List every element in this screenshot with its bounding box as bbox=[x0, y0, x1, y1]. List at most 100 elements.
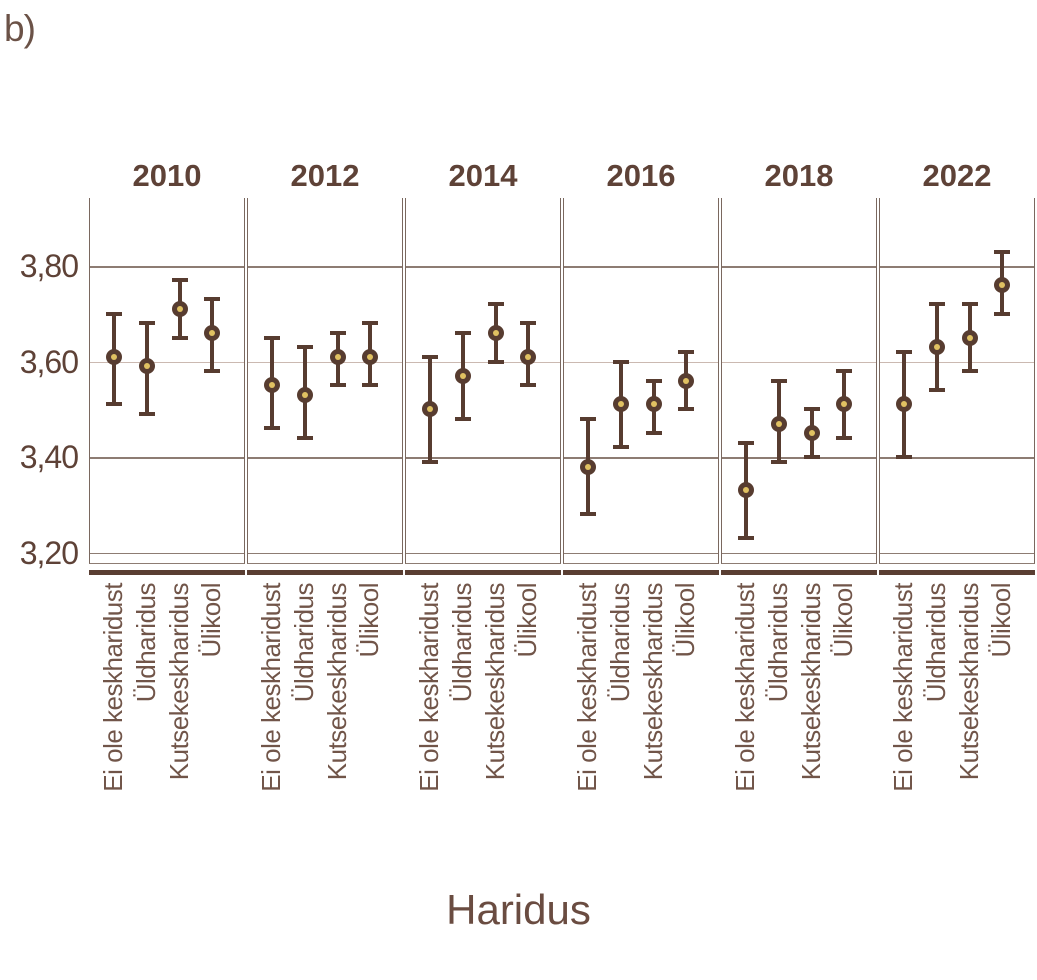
point-marker-center bbox=[617, 401, 624, 408]
panel-axis-bar bbox=[405, 570, 561, 575]
point-marker bbox=[204, 324, 221, 341]
error-bar-cap-bottom bbox=[961, 369, 978, 374]
panel-axis-bar bbox=[879, 570, 1035, 575]
category-label: Kutsekeskharidus bbox=[795, 583, 826, 781]
category-label: Kutsekeskharidus bbox=[637, 583, 668, 781]
gridline bbox=[880, 266, 1034, 268]
error-bar-cap-bottom bbox=[738, 536, 755, 541]
category-label: Kutsekeskharidus bbox=[321, 583, 352, 781]
error-bar-cap-bottom bbox=[171, 335, 188, 340]
point-marker bbox=[961, 329, 978, 346]
category-label: Ei ole keskharidust bbox=[572, 583, 603, 792]
panel-axis-bar bbox=[721, 570, 877, 575]
point-marker bbox=[171, 300, 188, 317]
panel bbox=[89, 198, 245, 564]
panel-title: 2010 bbox=[132, 158, 202, 193]
panel-title: 2014 bbox=[448, 158, 518, 193]
point-marker-center bbox=[999, 282, 1006, 289]
gridline bbox=[564, 552, 718, 554]
point-marker bbox=[362, 348, 379, 365]
error-bar-cap-bottom bbox=[362, 383, 379, 388]
point-marker-center bbox=[269, 382, 276, 389]
error-bar-cap-bottom bbox=[678, 407, 695, 412]
gridline bbox=[248, 552, 402, 554]
gridline bbox=[406, 266, 560, 268]
category-label: Ülikool bbox=[512, 583, 543, 658]
error-bar-cap-bottom bbox=[329, 383, 346, 388]
point-marker-center bbox=[111, 353, 118, 360]
error-bar-cap-top bbox=[994, 249, 1011, 254]
point-marker-center bbox=[334, 353, 341, 360]
error-bar-cap-top bbox=[106, 311, 123, 316]
point-marker bbox=[994, 277, 1011, 294]
point-marker-center bbox=[650, 401, 657, 408]
category-label: Üldharidus bbox=[604, 583, 635, 703]
x-axis-title: Haridus bbox=[446, 886, 591, 933]
category-label: Kutsekeskharidus bbox=[953, 583, 984, 781]
category-label: Ülikool bbox=[354, 583, 385, 658]
point-marker-center bbox=[966, 334, 973, 341]
point-marker-center bbox=[775, 420, 782, 427]
gridline bbox=[248, 457, 402, 459]
error-bar-cap-top bbox=[362, 321, 379, 326]
category-label: Üldharidus bbox=[920, 583, 951, 703]
gridline bbox=[90, 266, 244, 268]
error-bar-cap-top bbox=[678, 349, 695, 354]
point-marker-center bbox=[525, 353, 532, 360]
point-marker bbox=[487, 324, 504, 341]
category-label: Ei ole keskharidust bbox=[414, 583, 445, 792]
gridline bbox=[406, 457, 560, 459]
y-tick-label: 3,80 bbox=[19, 248, 79, 284]
point-marker-center bbox=[209, 329, 216, 336]
category-label: Kutsekeskharidus bbox=[163, 583, 194, 781]
point-marker-center bbox=[492, 329, 499, 336]
category-label: Ei ole keskharidust bbox=[98, 583, 129, 792]
point-marker bbox=[580, 458, 597, 475]
error-bar-cap-bottom bbox=[264, 426, 281, 431]
point-marker-center bbox=[367, 353, 374, 360]
error-bar-cap-bottom bbox=[580, 512, 597, 517]
panel-axis-bar bbox=[89, 570, 245, 575]
panel-title: 2018 bbox=[764, 158, 834, 193]
point-marker bbox=[612, 396, 629, 413]
point-marker bbox=[329, 348, 346, 365]
figure-label: b) bbox=[4, 8, 36, 49]
y-tick-label: 3,60 bbox=[19, 343, 79, 380]
panel-axis-bar bbox=[247, 570, 403, 575]
point-marker-center bbox=[901, 401, 908, 408]
error-bar-cap-top bbox=[896, 349, 913, 354]
point-marker-center bbox=[301, 391, 308, 398]
gridline bbox=[248, 361, 402, 363]
error-bar-cap-top bbox=[329, 330, 346, 335]
point-marker bbox=[678, 372, 695, 389]
error-bar-cap-bottom bbox=[836, 435, 853, 440]
error-bar-cap-bottom bbox=[487, 359, 504, 364]
error-bar-cap-top bbox=[645, 378, 662, 383]
error-bar-cap-top bbox=[454, 330, 471, 335]
error-bar-cap-bottom bbox=[803, 455, 820, 459]
panel-title: 2012 bbox=[290, 158, 360, 193]
category-label: Üldharidus bbox=[288, 583, 319, 703]
category-label: Üldharidus bbox=[130, 583, 161, 703]
point-marker-center bbox=[459, 372, 466, 379]
y-tick-label: 3,40 bbox=[19, 439, 79, 475]
panel bbox=[879, 198, 1035, 564]
category-label: Ei ole keskharidust bbox=[256, 583, 287, 792]
error-bar-cap-top bbox=[738, 440, 755, 445]
error-bar-cap-top bbox=[803, 407, 820, 412]
point-marker-center bbox=[143, 363, 150, 370]
point-marker-center bbox=[933, 344, 940, 351]
point-marker-center bbox=[808, 430, 815, 437]
category-label: Ülikool bbox=[986, 583, 1017, 658]
panel bbox=[405, 198, 561, 564]
panel-axis-bar bbox=[563, 570, 719, 575]
error-bar-cap-top bbox=[580, 416, 597, 421]
error-bar-cap-bottom bbox=[994, 311, 1011, 316]
error-bar-cap-bottom bbox=[770, 459, 787, 464]
gridline bbox=[90, 361, 244, 363]
point-marker-center bbox=[841, 401, 848, 408]
point-marker bbox=[770, 415, 787, 432]
error-bar-cap-top bbox=[422, 354, 439, 359]
category-label: Kutsekeskharidus bbox=[479, 583, 510, 781]
